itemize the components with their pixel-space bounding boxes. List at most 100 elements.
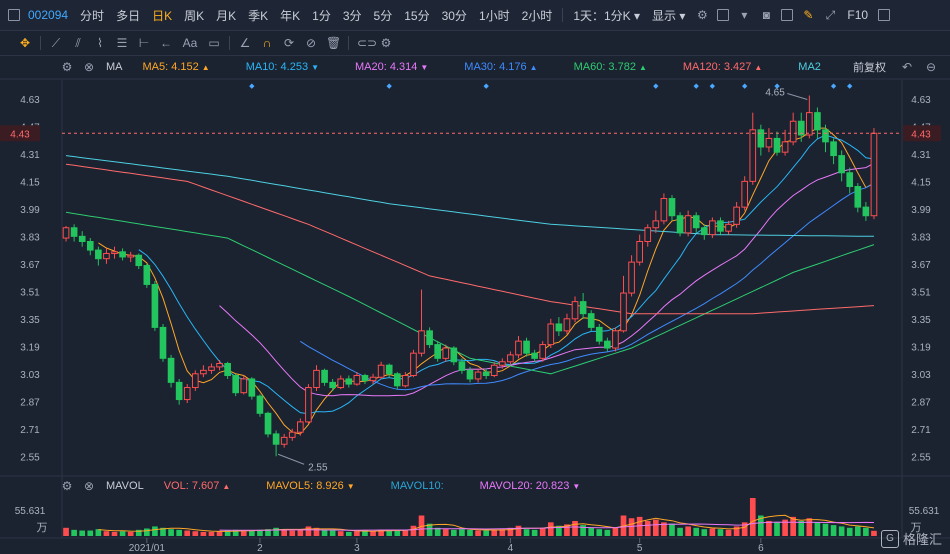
y-tick-label: 2.71 [911,425,931,436]
comment-tool-icon[interactable]: ▭ [208,36,220,50]
volume-bar [63,527,69,536]
volume-bar [782,519,788,536]
up-arrow-icon: ▲ [529,63,538,72]
camera-icon[interactable]: ◙ [762,8,771,22]
vol-close-icon[interactable]: ⊗ [83,479,95,493]
adjust-button[interactable]: 前复权 [853,62,886,74]
volume-bar [281,529,288,536]
candle-body [765,137,773,148]
candle-body [86,240,94,251]
fib-tool-icon[interactable]: ☰ [116,36,128,50]
candle-body [595,326,603,342]
wave-tool-icon[interactable]: ⌇ [97,36,103,50]
legend-label: MA2 [798,61,821,73]
volume-bar [168,529,174,536]
undo-icon[interactable]: ↶ [901,60,913,74]
vol-title[interactable]: MAVOL [106,480,144,492]
volume-bar [442,529,449,536]
volume-bar [354,531,360,536]
volume-bar [863,527,869,536]
ma-close-icon[interactable]: ⊗ [83,60,95,74]
checkbox-icon[interactable] [717,9,730,21]
hide-icon[interactable]: ⊘ [305,36,317,50]
measure-tool-icon[interactable]: ⊢ [138,36,150,50]
volume-bar [345,531,352,536]
volume-bar [523,529,530,536]
range-select[interactable]: 1天：1分K ▾ [573,8,641,23]
candle-body [288,431,296,438]
volume-bar [685,526,691,536]
legend-item: MAVOL20: 20.823 ▼ [480,480,581,492]
window-icon[interactable] [781,9,794,21]
ruler-icon[interactable]: ∠ [239,36,251,50]
ma-line-ma5 [98,127,875,435]
volume-bar [111,531,118,536]
dropdown-icon[interactable]: ▾ [741,8,748,22]
y-tick-label: 3.83 [911,232,931,243]
volume-bar [297,529,304,536]
period-tab[interactable]: 1分 [312,8,331,23]
candle-body [676,215,684,234]
candle-body [95,249,102,260]
ma-settings-icon[interactable]: ⚙ [61,60,73,74]
y-tick-label: 3.19 [20,342,40,353]
volume-bar [321,529,328,536]
collapse-icon[interactable]: ⊖ [925,60,937,74]
move-icon[interactable]: ✥ [19,36,31,50]
text-tool-icon[interactable]: Aa [182,36,198,50]
candle-body [200,369,207,375]
period-tab[interactable]: 多日 [116,8,141,23]
volume-bar [394,530,401,536]
divider [229,36,230,50]
line-tool-icon[interactable]: ⟋ [51,36,61,50]
magnet-icon[interactable]: ∩ [262,36,272,50]
channel-tool-icon[interactable]: ⫽ [75,36,81,50]
legend-item: VOL: 7.607 ▲ [164,480,231,492]
event-marker-icon: ◆ [694,83,700,90]
period-tab[interactable]: 15分 [404,8,430,23]
period-tab[interactable]: 5分 [373,8,393,23]
period-tab[interactable]: 周K [184,8,205,23]
ma-line-ma30 [300,182,875,391]
sync-icon[interactable]: ⟳ [283,36,295,50]
stock-code[interactable]: 002094 [28,8,69,22]
period-tab[interactable]: 月K [216,8,237,23]
ma-title[interactable]: MA [106,61,123,73]
period-tab[interactable]: 1小时 [478,8,510,23]
f10-button[interactable]: F10 [847,8,869,22]
trash-icon[interactable]: 🗑 [326,36,342,50]
sidebar-toggle-icon[interactable] [8,9,20,21]
fullscreen-icon[interactable]: ⤢ [825,8,836,22]
vol-settings-icon[interactable]: ⚙ [61,479,73,493]
volume-bar [305,526,312,536]
volume-bar [507,527,514,536]
candle-body [523,340,530,354]
period-tab[interactable]: 年K [280,8,301,23]
x-tick-label: 5 [637,543,643,554]
down-arrow-icon: ▼ [311,63,319,72]
pencil-icon[interactable]: ✎ [803,8,814,22]
period-tab[interactable]: 分时 [80,8,105,23]
period-tab[interactable]: 3分 [342,8,362,23]
candle-body [466,369,474,380]
y-tick-label: 3.35 [911,315,931,326]
volume-max-label: 55.631 [15,506,46,517]
settings-icon[interactable]: ⚙ [697,8,708,22]
arrow-tool-icon[interactable]: ← [160,36,172,50]
display-select[interactable]: 显示 ▾ [652,8,686,23]
period-tab[interactable]: 季K [248,8,269,23]
candle-body [773,137,781,153]
period-tab[interactable]: 日K [152,8,173,23]
candle-body [612,330,619,349]
draw-settings-icon[interactable]: ⚙ [380,36,392,50]
volume-bar [103,531,110,536]
candle-body [668,198,676,217]
volume-bar [127,531,134,536]
period-tab[interactable]: 2小时 [521,8,553,23]
volume-bar [790,516,796,536]
volume-bar [362,530,368,536]
event-marker-icon: ◆ [387,83,393,90]
period-tab[interactable]: 30分 [441,8,467,23]
panel-icon[interactable] [878,9,891,21]
